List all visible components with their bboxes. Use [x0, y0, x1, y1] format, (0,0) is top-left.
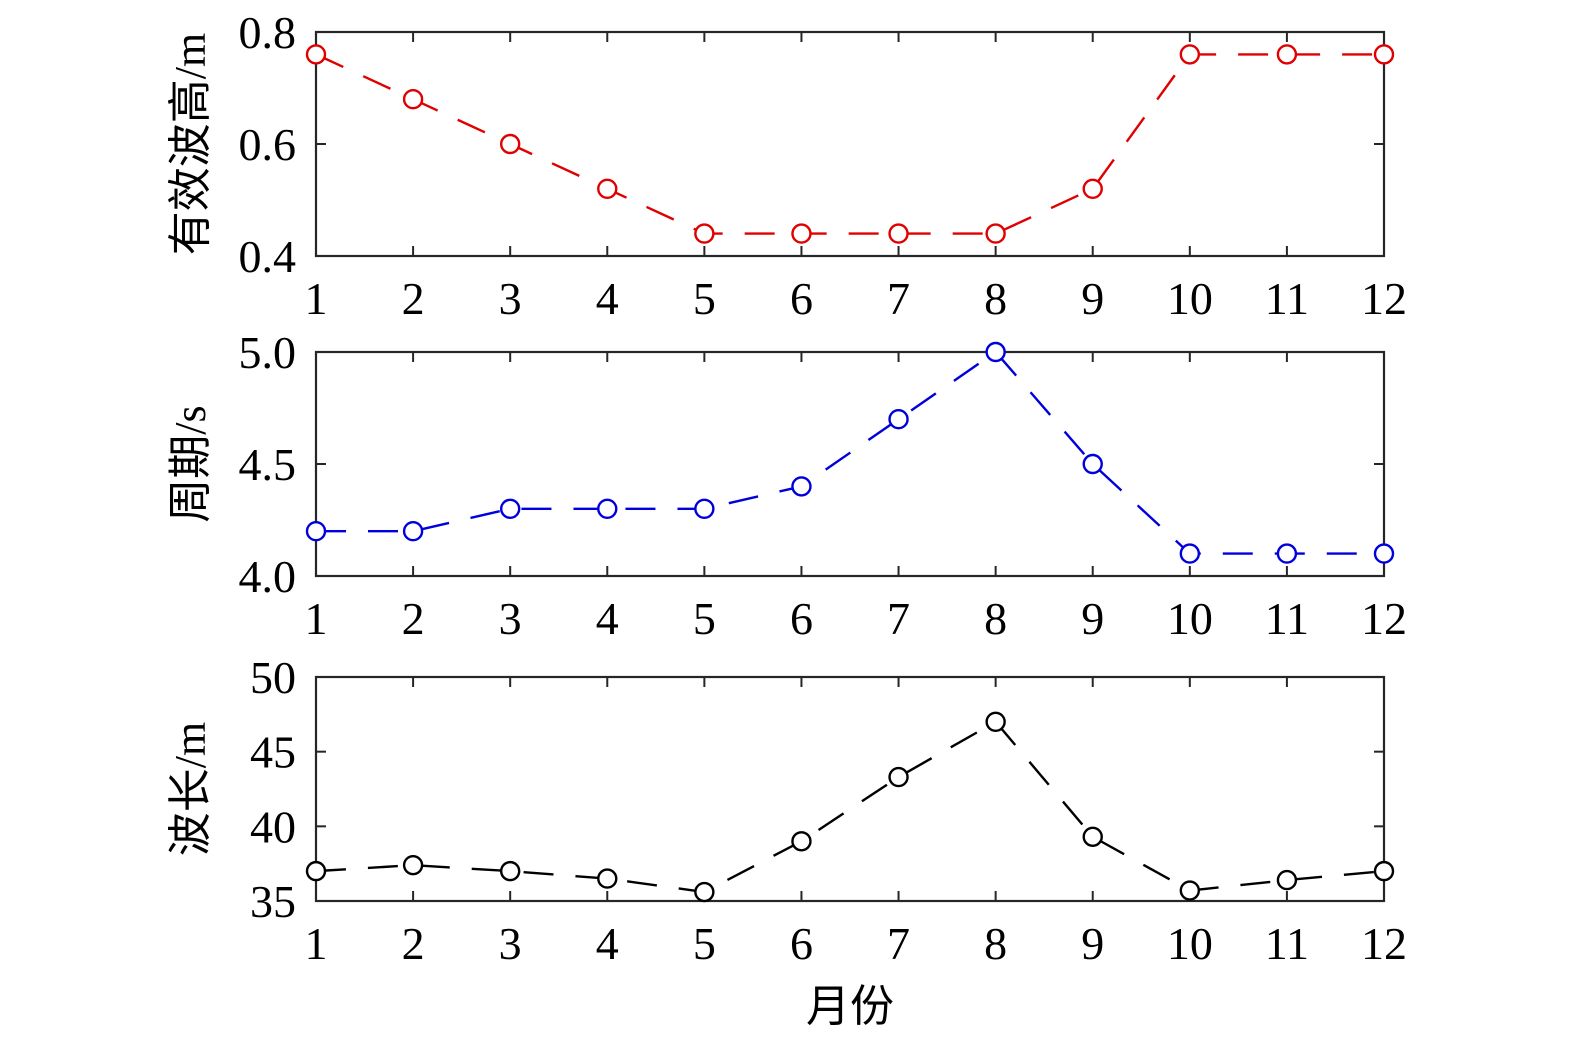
x-tick-label: 12 [1361, 593, 1407, 644]
data-point-marker [888, 766, 909, 788]
data-point-marker [888, 223, 909, 244]
data-point-marker [499, 133, 521, 155]
x-tick-label: 1 [305, 273, 328, 324]
x-tick-label: 1 [305, 918, 328, 969]
y-tick-label: 0.8 [239, 7, 297, 58]
x-tick-label: 10 [1167, 273, 1213, 324]
x-axis-label: 月份 [806, 982, 894, 1031]
x-tick-label: 8 [984, 593, 1007, 644]
data-point-marker [499, 860, 521, 882]
x-tick-label: 11 [1265, 273, 1309, 324]
y-tick-label: 50 [250, 652, 296, 703]
data-point-marker [1276, 44, 1298, 65]
data-point-marker [305, 44, 327, 65]
data-point-marker [1082, 178, 1103, 200]
y-tick-label: 0.4 [239, 231, 297, 282]
data-point-marker [1276, 869, 1298, 891]
x-tick-label: 11 [1265, 593, 1309, 644]
x-tick-label: 2 [402, 273, 425, 324]
x-tick-label: 5 [693, 273, 716, 324]
data-point-marker [791, 476, 812, 497]
data-point-marker [694, 498, 715, 519]
y-axis-label: 有效波高/m [166, 33, 215, 255]
x-tick-label: 5 [693, 918, 716, 969]
data-point-marker [791, 831, 812, 852]
x-tick-label: 11 [1265, 918, 1309, 969]
data-point-marker [888, 409, 909, 430]
y-axis-label: 周期/s [166, 405, 215, 522]
data-point-marker [694, 881, 715, 903]
x-tick-label: 6 [790, 593, 813, 644]
y-tick-label: 40 [250, 801, 296, 852]
plot-frame [314, 30, 1386, 258]
series-line [315, 53, 1384, 235]
x-tick-label: 3 [499, 593, 522, 644]
x-tick-label: 10 [1167, 918, 1213, 969]
data-point-marker [694, 223, 715, 244]
data-point-marker [402, 88, 424, 110]
x-tick-label: 4 [596, 918, 619, 969]
x-tick-label: 6 [790, 918, 813, 969]
data-point-marker [791, 223, 812, 244]
data-point-marker [985, 223, 1006, 244]
data-point-marker [1179, 543, 1201, 564]
y-tick-label: 5.0 [239, 327, 297, 378]
series-line [315, 720, 1385, 894]
data-point-marker [985, 341, 1006, 363]
x-tick-label: 8 [984, 273, 1007, 324]
y-tick-label: 4.5 [239, 439, 297, 490]
y-tick-label: 45 [250, 727, 296, 778]
y-axis-label: 波长/m [166, 722, 215, 856]
series-line [316, 350, 1384, 555]
data-point-marker [305, 521, 327, 542]
x-tick-label: 10 [1167, 593, 1213, 644]
x-tick-label: 1 [305, 593, 328, 644]
plot-frame [314, 675, 1386, 903]
data-point-marker [1179, 44, 1201, 65]
x-tick-label: 4 [596, 593, 619, 644]
data-point-marker [1373, 860, 1395, 882]
data-point-marker [597, 868, 618, 889]
x-tick-label: 12 [1361, 918, 1407, 969]
plot-frame [314, 350, 1386, 578]
data-point-marker [1082, 453, 1103, 475]
x-tick-label: 9 [1081, 273, 1104, 324]
data-point-marker [1179, 880, 1201, 901]
data-point-marker [402, 521, 424, 542]
data-point-marker [305, 860, 327, 882]
data-point-marker [985, 711, 1006, 732]
data-point-marker [402, 854, 424, 876]
x-tick-label: 9 [1081, 918, 1104, 969]
data-point-marker [1373, 543, 1395, 564]
data-point-marker [597, 498, 618, 519]
x-tick-label: 9 [1081, 593, 1104, 644]
y-tick-label: 35 [250, 876, 296, 927]
x-tick-label: 2 [402, 593, 425, 644]
data-point-marker [499, 498, 521, 519]
x-tick-label: 7 [887, 918, 910, 969]
x-tick-label: 3 [499, 918, 522, 969]
x-tick-label: 7 [887, 593, 910, 644]
x-tick-label: 4 [596, 273, 619, 324]
x-tick-label: 7 [887, 273, 910, 324]
x-tick-label: 6 [790, 273, 813, 324]
chart-panel-2: 1 2 3 4 5 6 7 8 9 10 11 124.04.55.0周期/s [166, 327, 1407, 644]
data-point-marker [1373, 44, 1395, 65]
x-tick-label: 2 [402, 918, 425, 969]
y-tick-label: 4.0 [239, 551, 297, 602]
x-tick-label: 12 [1361, 273, 1407, 324]
x-tick-label: 5 [693, 593, 716, 644]
x-tick-label: 3 [499, 273, 522, 324]
data-point-marker [1276, 543, 1298, 564]
y-tick-label: 0.6 [239, 119, 297, 170]
data-point-marker [1082, 826, 1103, 847]
data-point-marker [597, 178, 618, 200]
x-tick-label: 8 [984, 918, 1007, 969]
